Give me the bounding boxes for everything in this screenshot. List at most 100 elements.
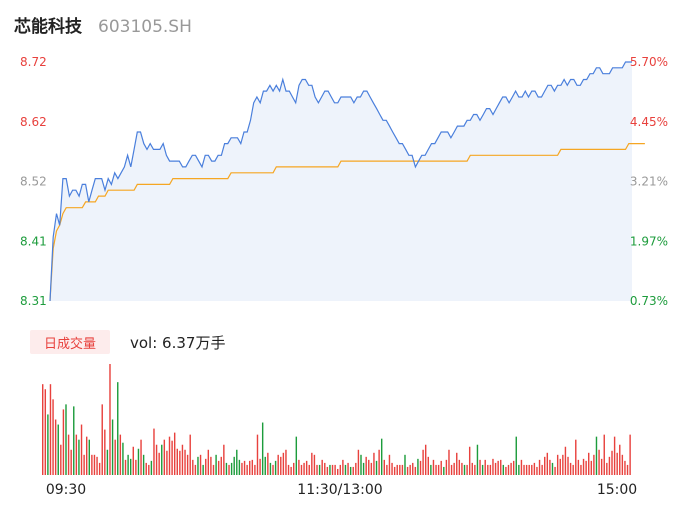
volume-bar: [269, 462, 272, 475]
volume-bar: [192, 459, 194, 475]
volume-bar: [572, 464, 574, 475]
volume-bar: [331, 464, 334, 475]
volume-bar: [500, 459, 502, 475]
volume-bar: [393, 466, 396, 475]
volume-bar: [150, 460, 153, 475]
volume-bar: [445, 459, 448, 475]
volume-bar: [57, 424, 59, 475]
volume-bar: [629, 434, 631, 475]
volume-bar: [104, 429, 106, 475]
volume-bar: [541, 464, 543, 475]
volume-bar: [479, 459, 481, 475]
volume-bar: [621, 454, 624, 475]
volume-bar: [616, 452, 618, 475]
volume-bar: [546, 452, 549, 475]
volume-bar: [525, 464, 528, 475]
volume-bar: [598, 449, 600, 475]
volume-bar: [600, 458, 603, 475]
volume-bar: [78, 439, 80, 475]
volume-bar: [111, 419, 114, 475]
volume-bar: [339, 464, 342, 475]
percent-tick-label: 3.21%: [630, 175, 668, 189]
volume-bar: [556, 454, 559, 475]
volume-bar: [124, 459, 127, 475]
volume-bar: [497, 460, 499, 475]
volume-bar: [236, 449, 238, 475]
volume-bar: [321, 459, 323, 475]
volume-bar: [326, 466, 329, 475]
volume-bar: [424, 444, 427, 475]
volume-bar: [189, 434, 191, 475]
volume-bar: [171, 440, 173, 475]
volume-bar: [186, 454, 189, 475]
volume-bar: [528, 464, 530, 475]
volume-bar: [249, 460, 251, 475]
volume-bar: [295, 436, 298, 475]
volume-bar: [52, 399, 54, 475]
volume-bar: [308, 464, 310, 475]
volume-bar: [375, 460, 378, 475]
price-tick-label: 8.72: [20, 55, 47, 69]
time-tick-label: 15:00: [597, 482, 637, 498]
volume-bar: [163, 439, 166, 475]
volume-bar: [404, 454, 406, 475]
volume-bar: [520, 459, 523, 475]
percent-tick-label: 5.70%: [630, 55, 668, 69]
volume-bar: [538, 459, 541, 475]
volume-bar: [194, 464, 197, 475]
volume-bar: [256, 434, 259, 475]
volume-bar: [396, 464, 398, 475]
volume-bar: [106, 449, 109, 475]
volume-bar: [67, 434, 70, 475]
volume-bar: [383, 459, 385, 475]
volume-bar: [145, 462, 147, 475]
volume-bar: [142, 454, 145, 475]
volume-bar: [88, 439, 90, 475]
volume-bar: [461, 462, 463, 475]
volume-bar: [347, 462, 349, 475]
volume-bar: [140, 439, 142, 475]
volume-bar: [544, 456, 546, 475]
volume-bar: [223, 444, 225, 475]
time-tick-label: 11:30/13:00: [297, 482, 382, 498]
volume-bar: [238, 459, 241, 475]
volume-bar: [440, 460, 442, 475]
volume-bar: [287, 464, 290, 475]
volume-bar: [114, 439, 116, 475]
volume-bar: [75, 434, 78, 475]
volume-bar: [155, 444, 158, 475]
volume-bar: [303, 462, 305, 475]
volume-bar: [137, 448, 140, 475]
volume-bar: [417, 458, 419, 475]
volume-bar: [569, 462, 572, 475]
volume-bar: [153, 428, 155, 475]
volume-bar: [135, 459, 137, 475]
volume-bar: [261, 422, 264, 475]
volume-bars: [42, 364, 631, 475]
price-area-fill: [50, 62, 632, 301]
volume-bar: [352, 466, 354, 475]
volume-bar: [47, 414, 49, 475]
volume-bar: [443, 466, 445, 475]
volume-bar: [551, 462, 554, 475]
volume-bar: [624, 460, 626, 475]
volume-bar: [463, 464, 466, 475]
volume-bar: [334, 464, 336, 475]
volume-bar: [127, 454, 129, 475]
volume-bar: [60, 444, 62, 475]
percent-tick-label: 1.97%: [630, 234, 668, 248]
volume-bar: [435, 464, 437, 475]
volume-bar: [494, 462, 497, 475]
volume-bar: [264, 456, 266, 475]
volume-bar: [215, 454, 217, 475]
volume-bar: [531, 464, 533, 475]
percent-tick-label: 0.73%: [630, 294, 668, 308]
volume-bar: [42, 384, 44, 475]
volume-bar: [533, 462, 536, 475]
volume-bar: [220, 456, 222, 475]
volume-bar: [293, 462, 295, 475]
volume-bar: [329, 464, 331, 475]
volume-bar: [564, 446, 567, 475]
volume-bar: [313, 454, 316, 475]
volume-bar: [619, 444, 621, 475]
